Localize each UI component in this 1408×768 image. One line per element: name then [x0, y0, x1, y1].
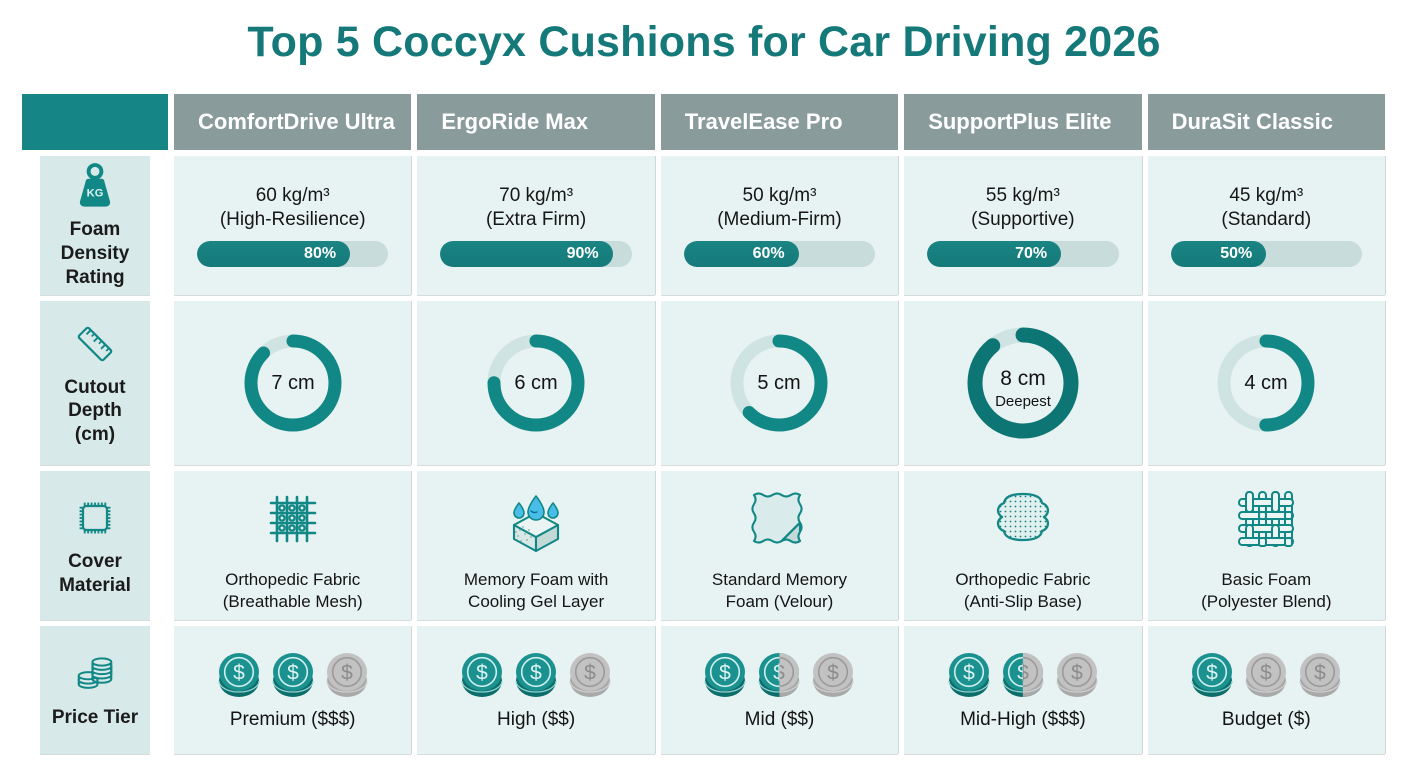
svg-text:4 cm: 4 cm: [1245, 372, 1288, 394]
svg-text:5 cm: 5 cm: [758, 372, 801, 394]
svg-text:$: $: [233, 661, 245, 684]
svg-text:KG: KG: [87, 188, 104, 200]
svg-text:$: $: [828, 661, 840, 684]
svg-text:$: $: [530, 661, 542, 684]
svg-text:8 cm: 8 cm: [1000, 367, 1046, 390]
svg-text:$: $: [1071, 661, 1083, 684]
svg-text:Deepest: Deepest: [995, 393, 1052, 410]
svg-text:$: $: [584, 661, 596, 684]
svg-text:7 cm: 7 cm: [271, 372, 314, 394]
svg-text:$: $: [963, 661, 975, 684]
svg-text:$: $: [720, 661, 732, 684]
svg-text:6 cm: 6 cm: [514, 372, 557, 394]
svg-text:$: $: [1314, 661, 1326, 684]
svg-text:$: $: [1206, 661, 1218, 684]
svg-text:$: $: [287, 661, 299, 684]
svg-text:$: $: [476, 661, 488, 684]
svg-text:$: $: [341, 661, 353, 684]
svg-text:$: $: [1260, 661, 1272, 684]
